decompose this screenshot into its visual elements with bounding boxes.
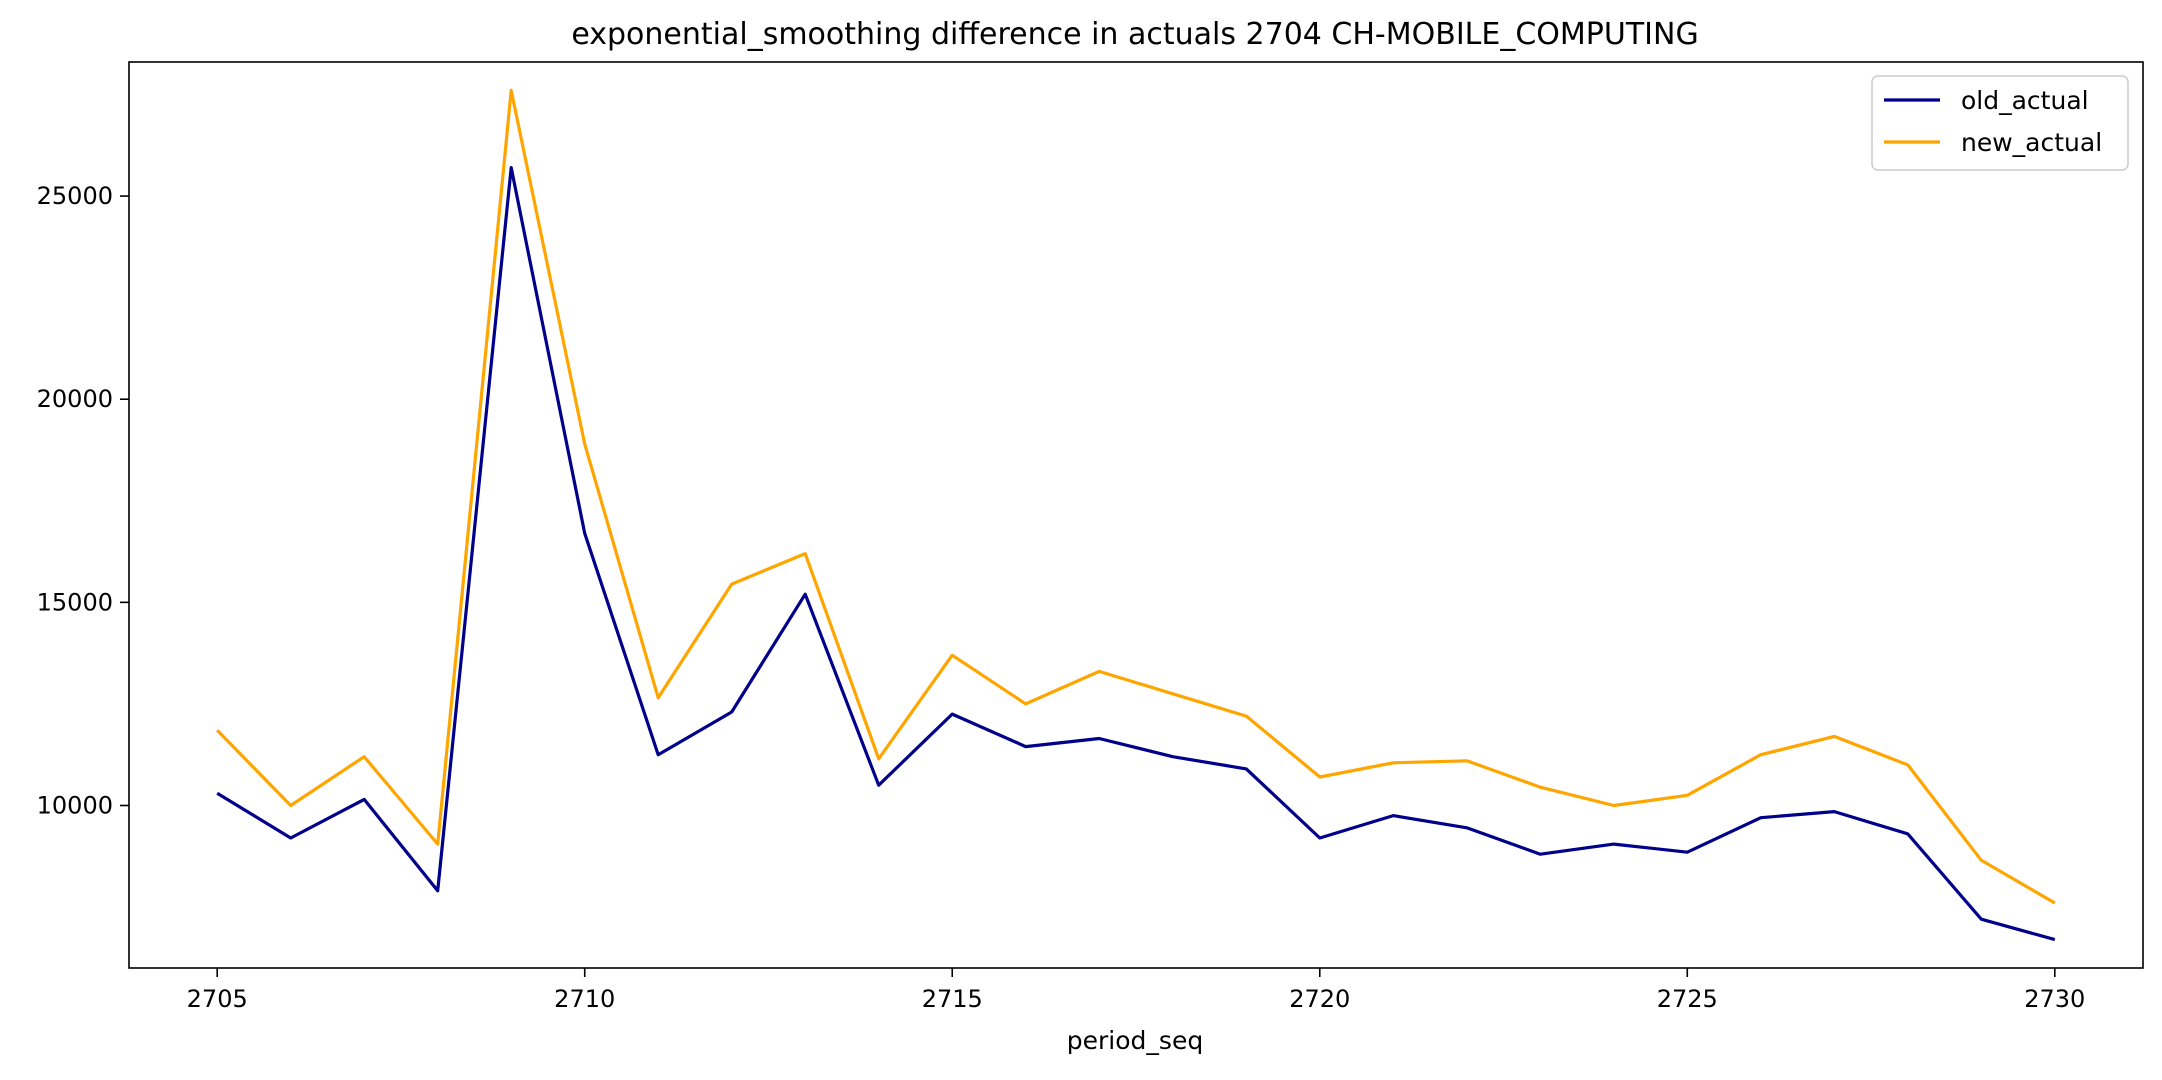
series-lines — [216, 88, 2056, 942]
x-tick-label: 2725 — [1657, 985, 1718, 1013]
y-tick-label: 15000 — [37, 588, 113, 616]
legend-label-old_actual: old_actual — [1961, 86, 2089, 115]
y-tick-label: 25000 — [37, 182, 113, 210]
y-tick-label: 20000 — [37, 385, 113, 413]
x-axis: 2705 2710 2715 2720 2725 2730 — [187, 968, 2085, 1013]
series-line-new_actual — [216, 88, 2056, 905]
x-tick-label: 2710 — [554, 985, 615, 1013]
x-tick-label: 2705 — [187, 985, 248, 1013]
y-tick-label: 10000 — [37, 791, 113, 819]
series-line-old_actual — [216, 166, 2056, 942]
chart-title: exponential_smoothing difference in actu… — [571, 17, 1698, 52]
x-tick-label: 2720 — [1289, 985, 1350, 1013]
legend-label-new_actual: new_actual — [1961, 128, 2102, 157]
x-axis-label: period_seq — [1067, 1026, 1203, 1055]
x-tick-label: 2715 — [922, 985, 983, 1013]
plot-area — [128, 61, 2144, 969]
legend: old_actual new_actual — [1871, 75, 2129, 171]
x-tick-label: 2730 — [2024, 985, 2085, 1013]
y-axis: 10000 15000 20000 25000 — [37, 182, 129, 819]
